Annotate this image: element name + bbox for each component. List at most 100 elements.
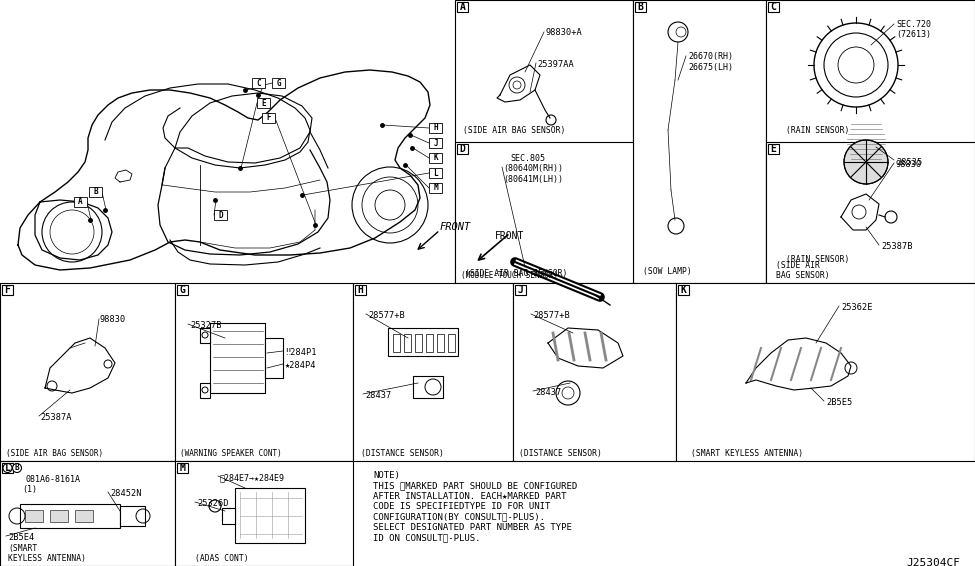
- Bar: [20, 504, 120, 528]
- Bar: [75, 510, 93, 522]
- Text: A: A: [459, 2, 465, 12]
- Bar: [25, 510, 43, 522]
- Bar: [2, 463, 13, 473]
- Text: (DISTANCE SENSOR): (DISTANCE SENSOR): [361, 449, 444, 458]
- Text: (SIDE AIR: (SIDE AIR: [776, 261, 820, 270]
- Text: 081A6-8161A: 081A6-8161A: [25, 475, 80, 484]
- Text: 28577+B: 28577+B: [533, 311, 569, 320]
- Text: 2B5E4: 2B5E4: [8, 533, 34, 542]
- Bar: [393, 334, 400, 352]
- Text: (ADAS CONT): (ADAS CONT): [195, 554, 249, 563]
- Bar: [404, 334, 411, 352]
- Text: G: G: [179, 285, 185, 295]
- Text: (1): (1): [22, 485, 37, 494]
- Bar: [272, 78, 285, 88]
- Bar: [676, 283, 975, 461]
- Bar: [635, 2, 646, 12]
- Bar: [89, 187, 102, 197]
- Text: FRONT: FRONT: [440, 222, 471, 232]
- Bar: [513, 283, 676, 461]
- Bar: [252, 78, 265, 88]
- Bar: [429, 123, 442, 133]
- Bar: [265, 338, 283, 378]
- Text: F: F: [266, 114, 271, 122]
- Bar: [448, 334, 455, 352]
- Text: L: L: [5, 463, 11, 473]
- Text: (WARNING SPEAKER CONT): (WARNING SPEAKER CONT): [180, 449, 282, 458]
- Text: B: B: [638, 2, 644, 12]
- Text: 2B5E5: 2B5E5: [826, 398, 852, 407]
- Bar: [0, 461, 175, 566]
- Text: 25326D: 25326D: [197, 499, 228, 508]
- Bar: [766, 0, 975, 283]
- Text: (SIDE AIR BAG SENSOR): (SIDE AIR BAG SENSOR): [6, 449, 103, 458]
- Text: J25304CF: J25304CF: [906, 558, 960, 566]
- Text: (RAIN SENSOR): (RAIN SENSOR): [786, 255, 849, 264]
- Text: M: M: [433, 183, 438, 192]
- Bar: [426, 334, 433, 352]
- Bar: [429, 153, 442, 163]
- Bar: [633, 0, 766, 283]
- Text: (SMART: (SMART: [8, 544, 37, 553]
- Text: (SOW LAMP): (SOW LAMP): [643, 267, 691, 276]
- Bar: [766, 142, 975, 283]
- Bar: [2, 285, 13, 295]
- Bar: [429, 168, 442, 178]
- Text: J: J: [433, 139, 438, 148]
- Text: 98830+A: 98830+A: [545, 28, 582, 37]
- Text: C: C: [770, 2, 776, 12]
- Text: H: H: [433, 123, 438, 132]
- Text: (80640M(RH)): (80640M(RH)): [503, 164, 563, 173]
- Text: (80641M(LH)): (80641M(LH)): [503, 175, 563, 184]
- Text: 28452N: 28452N: [110, 489, 141, 498]
- Text: 26675(LH): 26675(LH): [688, 63, 733, 72]
- Bar: [388, 328, 458, 356]
- Bar: [175, 283, 353, 461]
- Bar: [413, 376, 443, 398]
- Bar: [120, 506, 145, 526]
- Bar: [0, 283, 175, 461]
- Text: ‼284P1: ‼284P1: [285, 348, 317, 357]
- Text: 25387B: 25387B: [881, 242, 913, 251]
- Text: M: M: [179, 463, 185, 473]
- Circle shape: [3, 464, 12, 473]
- Circle shape: [844, 140, 888, 184]
- Bar: [768, 144, 779, 154]
- Text: (SMART KEYLESS ANTENNA): (SMART KEYLESS ANTENNA): [691, 449, 803, 458]
- Text: G: G: [276, 79, 281, 88]
- Text: 25362E: 25362E: [841, 303, 873, 312]
- Text: 28577+B: 28577+B: [368, 311, 405, 320]
- Bar: [429, 138, 442, 148]
- Text: J: J: [518, 285, 524, 295]
- Text: (DISTANCE SENSOR): (DISTANCE SENSOR): [519, 449, 602, 458]
- Text: B: B: [15, 464, 20, 473]
- Text: ★284P4: ★284P4: [285, 361, 317, 370]
- Bar: [455, 0, 633, 283]
- Bar: [457, 2, 468, 12]
- Text: 28437: 28437: [365, 391, 391, 400]
- Bar: [177, 463, 188, 473]
- Text: 25327B: 25327B: [190, 321, 221, 330]
- Text: B: B: [94, 187, 98, 196]
- Circle shape: [13, 464, 21, 473]
- Text: 25387A: 25387A: [40, 413, 71, 422]
- Bar: [200, 383, 210, 398]
- Bar: [222, 508, 235, 524]
- Text: (72613): (72613): [896, 30, 931, 39]
- Text: L: L: [433, 169, 438, 178]
- Bar: [515, 285, 526, 295]
- Text: (SIDE AIR BAG SENSOR): (SIDE AIR BAG SENSOR): [465, 269, 567, 278]
- Text: ※284E7→★284E9: ※284E7→★284E9: [220, 473, 285, 482]
- Text: 25397AA: 25397AA: [537, 60, 573, 69]
- Text: D: D: [218, 211, 223, 220]
- Text: (MODULE-TOUCH SENSOR): (MODULE-TOUCH SENSOR): [461, 271, 558, 280]
- Text: 98830: 98830: [100, 315, 126, 324]
- Bar: [457, 144, 468, 154]
- Bar: [175, 461, 353, 566]
- Bar: [200, 328, 210, 343]
- Bar: [257, 98, 270, 108]
- Bar: [437, 334, 444, 352]
- Text: A: A: [78, 198, 83, 207]
- Bar: [353, 283, 513, 461]
- Bar: [678, 285, 689, 295]
